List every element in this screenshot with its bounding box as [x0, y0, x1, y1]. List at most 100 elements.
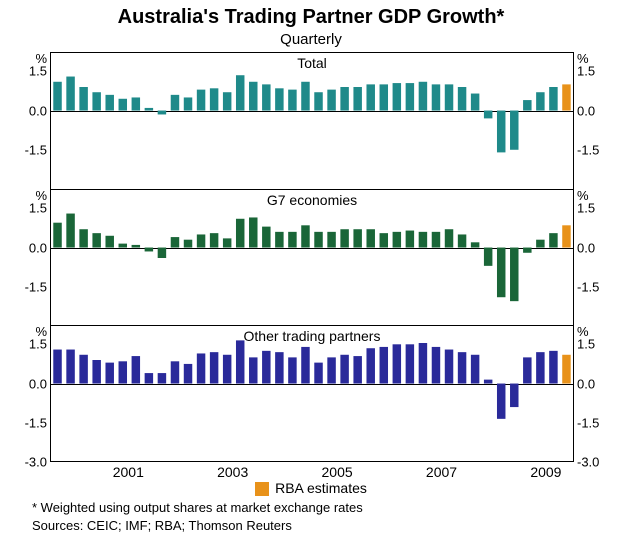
bar [79, 355, 87, 384]
bar [92, 92, 100, 110]
bar [327, 232, 335, 248]
bar [406, 231, 414, 248]
xtick-label: 2009 [530, 464, 561, 480]
legend: RBA estimates [0, 480, 622, 496]
bar [353, 356, 361, 383]
bar [197, 234, 205, 247]
bar [79, 87, 87, 111]
bar [549, 351, 557, 384]
bar [327, 357, 335, 383]
bar [314, 363, 322, 384]
xtick-label: 2003 [217, 464, 248, 480]
bar [314, 232, 322, 248]
bar [301, 347, 309, 384]
bar [158, 111, 166, 115]
ytick-left: -3.0 [25, 455, 51, 470]
bar [366, 84, 374, 110]
bar [393, 83, 401, 110]
bar [562, 225, 570, 247]
bar [458, 87, 466, 111]
bar [536, 240, 544, 248]
chart-title: Australia's Trading Partner GDP Growth* [0, 0, 622, 29]
bar [340, 229, 348, 247]
bar [223, 355, 231, 384]
bar [366, 348, 374, 383]
plot-area: %%1.51.50.00.0-1.5-1.5Total%%1.51.50.00.… [50, 52, 574, 462]
bar [445, 84, 453, 110]
bar [262, 84, 270, 110]
ytick-right: 1.5 [573, 201, 595, 216]
bar [236, 75, 244, 110]
bar [119, 244, 127, 248]
bar [92, 360, 100, 384]
legend-label: RBA estimates [275, 480, 367, 496]
bar [314, 92, 322, 110]
footnote: * Weighted using output shares at market… [32, 500, 363, 515]
bar [171, 237, 179, 247]
bar [497, 248, 505, 298]
bar [340, 87, 348, 111]
panel-total: %%1.51.50.00.0-1.5-1.5Total [51, 53, 573, 189]
bar [249, 357, 257, 383]
legend-swatch [255, 482, 269, 496]
bar [66, 214, 74, 248]
bar [536, 352, 544, 383]
bar [288, 90, 296, 111]
xtick-label: 2007 [426, 464, 457, 480]
bar [92, 233, 100, 247]
bar [432, 347, 440, 384]
bar [53, 82, 61, 111]
bar [419, 232, 427, 248]
bar [66, 350, 74, 384]
bar [393, 232, 401, 248]
bar [223, 92, 231, 110]
bar [484, 248, 492, 266]
bar [471, 242, 479, 247]
bar [510, 384, 518, 408]
bar [536, 92, 544, 110]
bar [510, 248, 518, 302]
bar [419, 343, 427, 384]
chart-subtitle: Quarterly [0, 31, 622, 48]
bar [105, 95, 113, 111]
ytick-right: -1.5 [573, 415, 599, 430]
xtick-label: 2005 [322, 464, 353, 480]
bar [262, 351, 270, 384]
bar [301, 82, 309, 111]
bar [510, 111, 518, 150]
bar [432, 232, 440, 248]
ytick-right: -1.5 [573, 279, 599, 294]
bar [366, 229, 374, 247]
bar [340, 355, 348, 384]
bar [132, 356, 140, 383]
bar [523, 100, 531, 110]
bar [380, 84, 388, 110]
bar [406, 83, 414, 110]
bars-svg [51, 326, 573, 462]
bar [171, 361, 179, 383]
panel-g7-economies: %%1.51.50.00.0-1.5-1.5G7 economies [51, 189, 573, 326]
bar [119, 99, 127, 111]
bars-svg [51, 53, 573, 189]
bar [393, 344, 401, 383]
ytick-left: 1.5 [29, 337, 51, 352]
bar [406, 344, 414, 383]
ytick-right: 0.0 [573, 376, 595, 391]
bar [132, 97, 140, 110]
bar [158, 248, 166, 258]
panel-other-trading-partners: %%1.51.50.00.0-1.5-1.5-3.0-3.0Other trad… [51, 325, 573, 462]
bar [158, 373, 166, 383]
bar [210, 352, 218, 383]
ytick-left: 1.5 [29, 201, 51, 216]
bar [119, 361, 127, 383]
bar [210, 88, 218, 110]
bar [523, 248, 531, 253]
bar [223, 238, 231, 247]
bar [432, 84, 440, 110]
ytick-left: -1.5 [25, 415, 51, 430]
bar [497, 384, 505, 419]
bar [288, 357, 296, 383]
bar [105, 363, 113, 384]
bar [549, 87, 557, 111]
bar [562, 84, 570, 110]
